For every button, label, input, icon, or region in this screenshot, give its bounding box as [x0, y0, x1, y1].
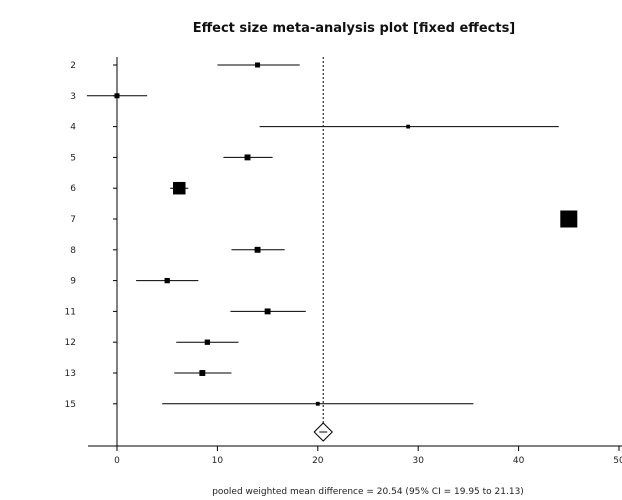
study-label: 8 [70, 246, 76, 256]
x-tick-label: 0 [114, 456, 120, 466]
x-axis-ticks: 0 10 20 30 40 50 [114, 446, 622, 466]
study-label: 11 [65, 307, 76, 317]
chart-title: Effect size meta-analysis plot [fixed ef… [193, 21, 516, 36]
study-estimate-marker [244, 154, 251, 161]
x-tick-label: 50 [613, 456, 622, 466]
pooled-summary-text: pooled weighted mean difference = 20.54 … [212, 487, 524, 497]
study-estimate-marker [172, 181, 186, 195]
x-tick-label: 10 [212, 456, 224, 466]
study-label: 2 [70, 61, 76, 71]
study-label: 13 [65, 369, 76, 379]
study-estimate-marker [199, 370, 206, 376]
study-estimate-marker [164, 277, 170, 284]
study-label: 9 [70, 277, 76, 287]
study-estimate-marker [315, 401, 320, 406]
study-label: 6 [70, 184, 76, 194]
study-label: 15 [65, 400, 76, 410]
study-estimate-marker [114, 93, 120, 99]
x-tick-label: 20 [312, 456, 324, 466]
study-estimate-marker [406, 124, 411, 129]
x-tick-label: 30 [412, 456, 424, 466]
study-estimate-marker [560, 210, 578, 228]
x-tick-label: 40 [513, 456, 525, 466]
study-estimate-marker [204, 339, 211, 345]
study-label: 4 [70, 123, 76, 133]
study-label: 7 [70, 215, 76, 225]
study-label: 3 [70, 92, 76, 102]
study-estimate-marker [254, 246, 261, 253]
study-estimate-marker [264, 308, 271, 315]
study-estimate-marker [255, 62, 261, 68]
study-label: 12 [65, 338, 76, 348]
study-label: 5 [70, 153, 76, 163]
study-rows: 2 3 4 5 6 7 8 9 11 12 13 15 [65, 61, 578, 410]
